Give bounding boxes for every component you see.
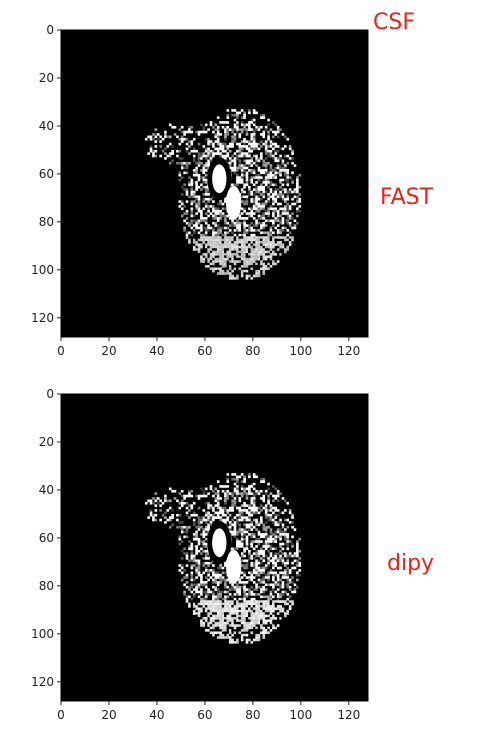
x-tick-label: 100 [289, 344, 312, 358]
x-tick-label: 120 [337, 708, 360, 722]
x-tick-label: 40 [149, 708, 164, 722]
x-tick-label: 80 [245, 344, 260, 358]
brain-slice-image [144, 109, 302, 280]
x-axis-ticks: 0 20 40 60 80 100 120 [57, 337, 360, 358]
dipy-label: dipy [387, 551, 435, 576]
y-tick: 20 [39, 71, 61, 85]
y-tick-label: 40 [39, 483, 54, 497]
x-tick: 80 [245, 337, 261, 358]
y-tick: 60 [39, 167, 61, 181]
y-tick-label: 60 [39, 531, 54, 545]
x-tick: 40 [149, 337, 165, 358]
y-axis-ticks: 0 20 40 60 80 100 120 [31, 23, 61, 325]
x-tick: 0 [57, 701, 65, 722]
x-tick: 100 [289, 337, 312, 358]
y-tick-label: 0 [46, 387, 54, 401]
y-tick-label: 120 [31, 311, 54, 325]
x-tick-label: 80 [245, 708, 260, 722]
csf-label: CSF [373, 10, 415, 35]
x-tick-label: 20 [101, 344, 116, 358]
x-tick: 80 [245, 701, 261, 722]
y-tick: 40 [39, 119, 61, 133]
y-tick: 100 [31, 263, 61, 277]
y-tick-label: 60 [39, 167, 54, 181]
x-tick: 20 [101, 701, 117, 722]
x-tick-label: 40 [149, 344, 164, 358]
x-tick-label: 100 [289, 708, 312, 722]
y-tick: 40 [39, 483, 61, 497]
fast-label: FAST [380, 185, 434, 210]
y-tick: 60 [39, 531, 61, 545]
x-tick-label: 60 [197, 344, 212, 358]
x-tick: 40 [149, 701, 165, 722]
x-tick: 100 [289, 701, 312, 722]
y-tick-label: 0 [46, 23, 54, 37]
x-tick: 0 [57, 337, 65, 358]
y-tick-label: 100 [31, 263, 54, 277]
x-tick-label: 20 [101, 708, 116, 722]
y-tick: 20 [39, 435, 61, 449]
fast-image-panel: 0 20 40 60 80 100 120 0 20 40 60 80 100 120 [31, 23, 369, 358]
y-tick: 100 [31, 627, 61, 641]
y-tick: 0 [46, 387, 61, 401]
x-tick-label: 0 [57, 708, 65, 722]
y-tick: 120 [31, 311, 61, 325]
y-tick: 80 [39, 215, 61, 229]
y-tick-label: 120 [31, 675, 54, 689]
y-axis-ticks: 0 20 40 60 80 100 120 [31, 387, 61, 689]
x-tick: 20 [101, 337, 117, 358]
y-tick-label: 40 [39, 119, 54, 133]
x-tick: 120 [337, 337, 360, 358]
y-tick-label: 20 [39, 71, 54, 85]
x-tick: 60 [197, 701, 213, 722]
y-tick: 0 [46, 23, 61, 37]
x-tick-label: 120 [337, 344, 360, 358]
image-border [60, 393, 369, 702]
image-border [60, 29, 369, 338]
brain-slice-image [144, 473, 302, 644]
dipy-image-panel: 0 20 40 60 80 100 120 0 20 40 60 80 100 120 [31, 387, 369, 722]
y-tick-label: 80 [39, 215, 54, 229]
y-tick-label: 80 [39, 579, 54, 593]
y-tick-label: 100 [31, 627, 54, 641]
x-tick: 120 [337, 701, 360, 722]
y-tick-label: 20 [39, 435, 54, 449]
y-tick: 120 [31, 675, 61, 689]
x-tick: 60 [197, 337, 213, 358]
y-tick: 80 [39, 579, 61, 593]
x-tick-label: 0 [57, 344, 65, 358]
x-axis-ticks: 0 20 40 60 80 100 120 [57, 701, 360, 722]
x-tick-label: 60 [197, 708, 212, 722]
